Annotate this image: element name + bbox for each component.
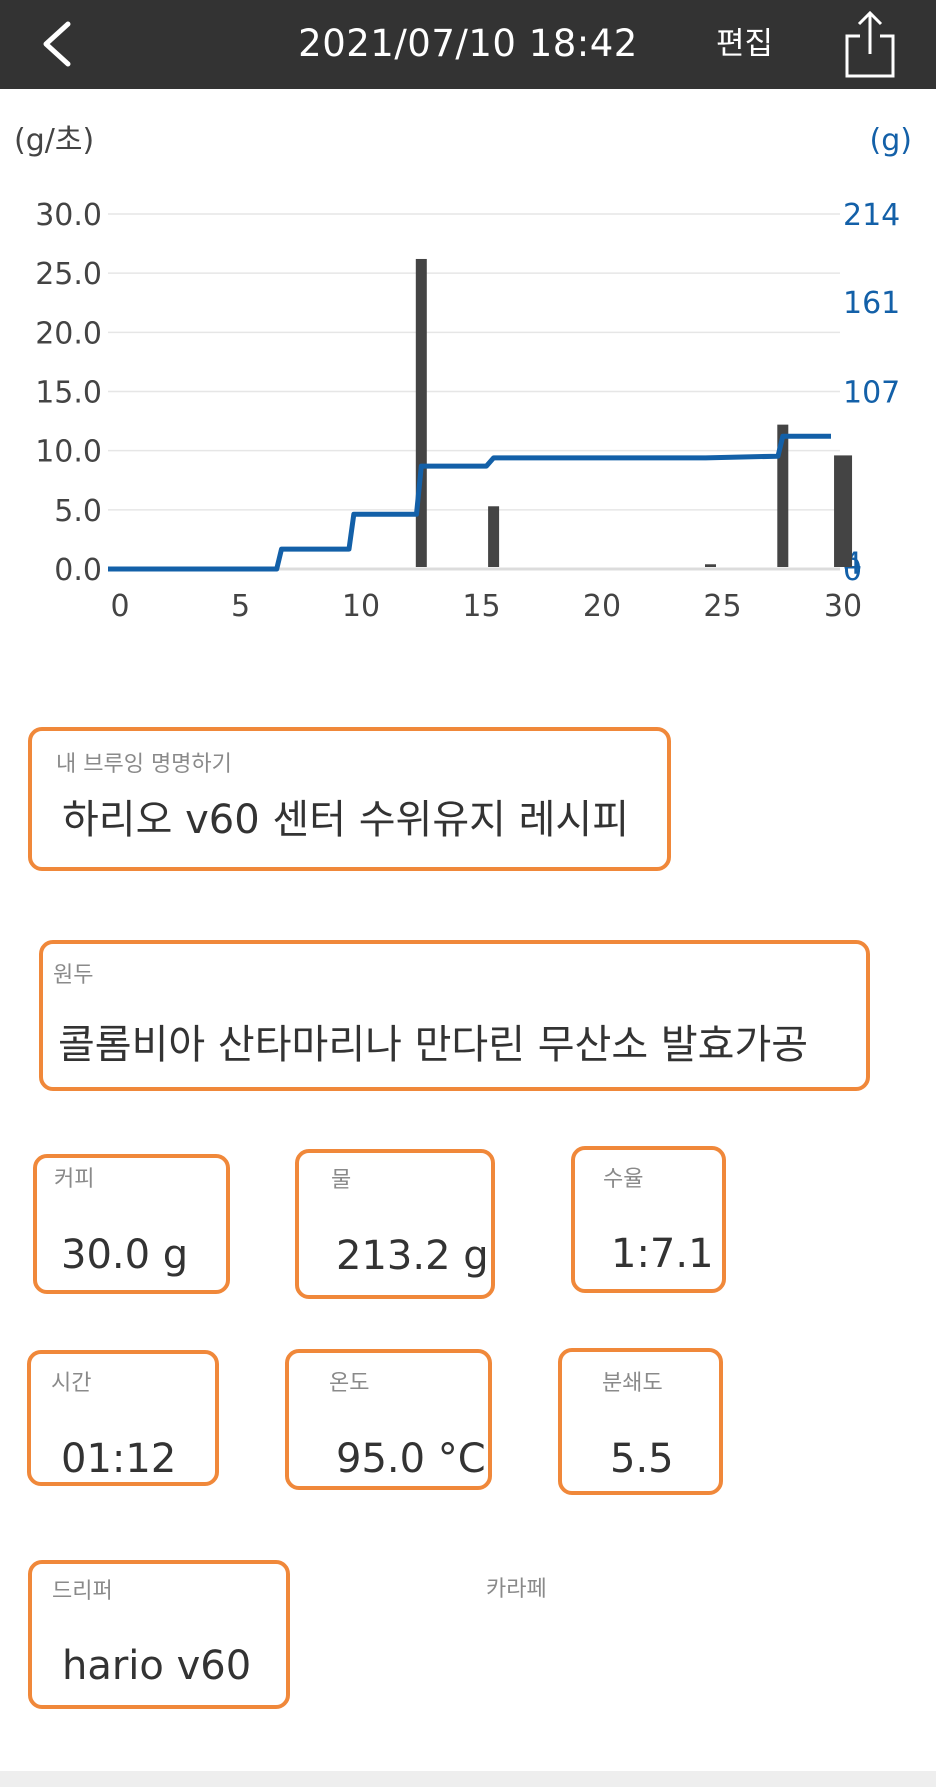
water-value: 213.2 g [336,1233,489,1279]
left-tick-label: 30.0 [35,198,102,233]
chart-bar [777,424,789,567]
share-button[interactable] [842,8,898,82]
x-tick-label: 10 [342,589,380,624]
dripper-value: hario v60 [62,1643,252,1689]
dripper-label: 드리퍼 [52,1579,113,1604]
x-tick-label: 20 [583,589,621,624]
brew-name-card[interactable]: 내 브루잉 명명하기 하리오 v60 센터 수위유지 레시피 [28,727,671,871]
right-tick-label: 214 [843,198,900,233]
right-axis-unit: (g) [870,123,912,158]
coffee-value: 30.0 g [61,1232,189,1278]
left-tick-label: 0.0 [54,553,102,588]
left-tick-label: 20.0 [35,316,102,351]
weight-line [108,433,831,572]
left-tick-label: 5.0 [54,494,102,529]
brew-name-value: 하리오 v60 센터 수위유지 레시피 [62,797,630,843]
time-value: 01:12 [61,1436,177,1482]
left-tick-label: 15.0 [35,376,102,411]
edit-button[interactable]: 편집 [716,26,774,62]
temperature-value: 95.0 °C [336,1436,486,1482]
temperature-label: 온도 [329,1371,370,1396]
ratio-value: 1:7.1 [611,1231,714,1277]
x-tick-label: 0 [110,589,129,624]
back-chevron-icon [43,21,71,67]
dripper-card[interactable]: 드리퍼 hario v60 [28,1560,290,1709]
ratio-label: 수율 [603,1167,644,1192]
bean-card[interactable]: 원두 콜롬비아 산타마리나 만다린 무산소 발효가공 [39,940,870,1091]
bottom-strip [0,1771,936,1787]
time-card[interactable]: 시간 01:12 [27,1350,219,1486]
time-label: 시간 [51,1371,92,1396]
grind-value: 5.5 [610,1436,674,1482]
bean-label: 원두 [53,963,94,988]
left-tick-label: 25.0 [35,257,102,292]
chart-bar [488,506,500,567]
carafe-label: 카라페 [486,1577,547,1602]
back-button[interactable] [28,14,88,74]
left-axis-unit: (g/초) [14,123,94,158]
right-tick-label: 161 [843,286,900,321]
brew-chart: (g/초) (g) 30.0 25.0 20.0 15.0 10.0 5.0 0.0 214… [14,123,912,624]
carafe-field[interactable]: 카라페 [470,1560,770,1709]
chart-bar [415,258,427,567]
left-tick-label: 10.0 [35,435,102,470]
temperature-card[interactable]: 온도 95.0 °C [285,1349,492,1490]
grind-card[interactable]: 분쇄도 5.5 [558,1348,723,1495]
x-tick-label: 25 [703,589,741,624]
top-bar: 2021/07/10 18:42 편집 [0,0,936,89]
ratio-card[interactable]: 수율 1:7.1 [571,1146,726,1293]
x-tick-label: 30 [824,589,862,624]
chart-bar [705,564,716,567]
x-tick-label: 5 [231,589,250,624]
page-title: 2021/07/10 18:42 [298,22,638,65]
grind-label: 분쇄도 [602,1371,663,1396]
coffee-label: 커피 [54,1167,95,1192]
chart-bar [834,455,853,567]
brew-name-label: 내 브루잉 명명하기 [56,752,232,777]
share-icon [845,10,895,78]
x-tick-label: 15 [462,589,500,624]
water-label: 물 [331,1168,352,1193]
right-tick-label: 107 [843,376,900,411]
water-card[interactable]: 물 213.2 g [295,1149,495,1299]
coffee-card[interactable]: 커피 30.0 g [33,1154,230,1294]
bean-value: 콜롬비아 산타마리나 만다린 무산소 발효가공 [58,1022,809,1068]
